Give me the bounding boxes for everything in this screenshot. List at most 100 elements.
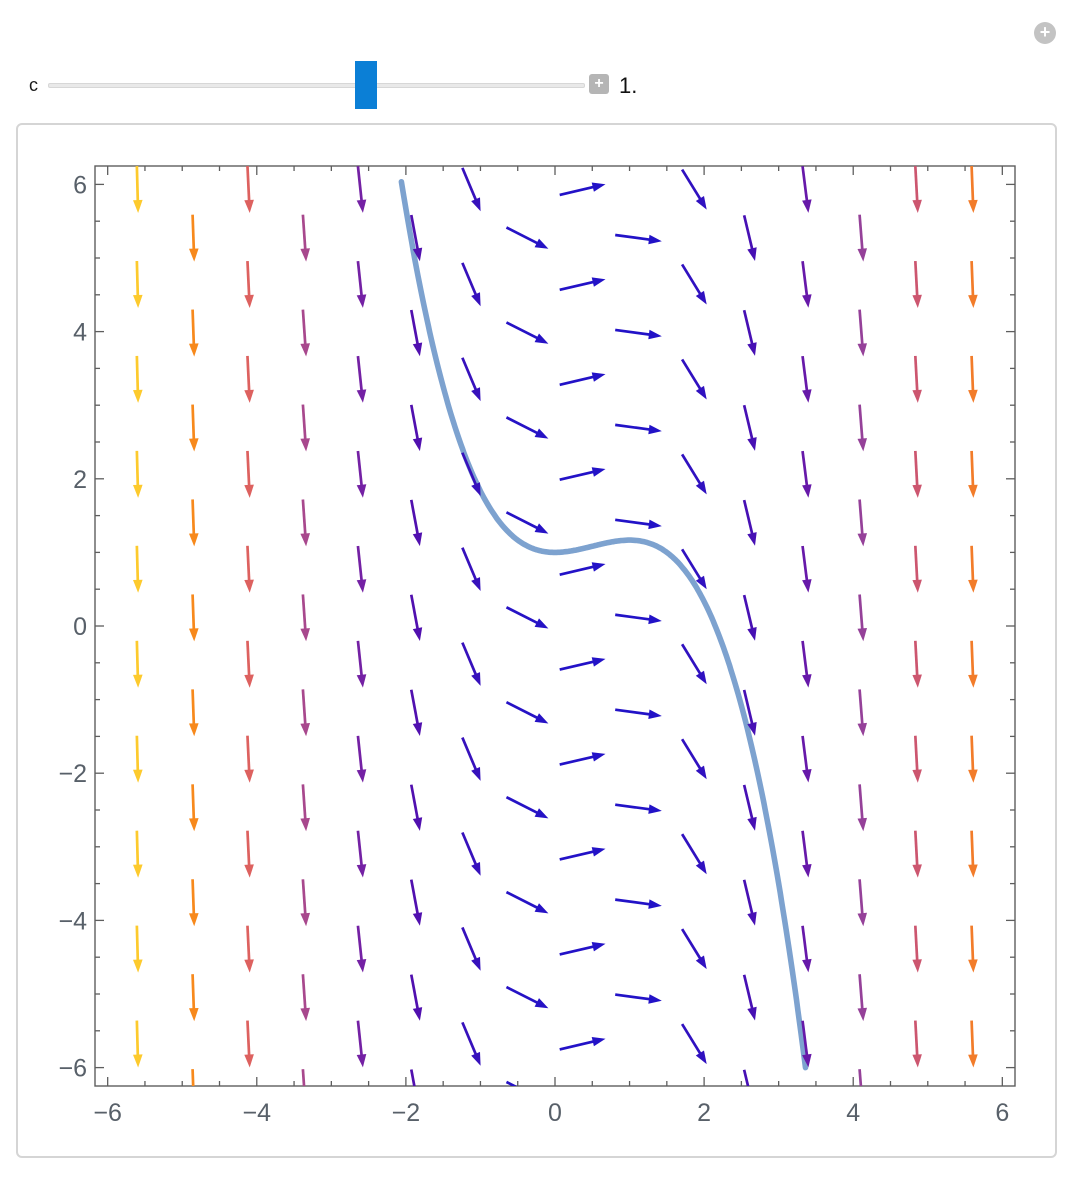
vector-arrow-head [300, 1103, 310, 1116]
vector-arrow-head [591, 562, 606, 572]
vector-arrow-head [747, 816, 757, 831]
vector-arrow-shaft [505, 985, 540, 1005]
vector-arrow-shaft [858, 404, 864, 441]
vector-arrow-shaft [913, 260, 919, 298]
vector-arrow-shaft [356, 260, 364, 298]
vector-arrow-shaft [505, 606, 540, 625]
vector-arrow-head [857, 722, 867, 737]
vector-arrow-shaft [409, 879, 420, 916]
vector-arrow-shaft [913, 166, 919, 203]
vector-arrow-shaft [409, 309, 420, 346]
vector-arrow-head [648, 329, 662, 340]
vector-arrow-shaft [356, 1020, 364, 1057]
vector-arrow-head [534, 428, 549, 439]
y-tick-label: 0 [73, 613, 87, 641]
vector-arrow-shaft [858, 594, 864, 631]
vector-arrow-head [244, 199, 254, 213]
slider-thumb[interactable] [354, 61, 377, 109]
vector-arrow-head [300, 248, 310, 262]
vector-arrow-shaft [505, 321, 540, 340]
vector-arrow-head [648, 804, 662, 814]
vector-arrow-shaft [246, 450, 251, 487]
vector-arrow-head [133, 769, 143, 783]
vector-arrow-head [802, 674, 812, 688]
vector-arrow-head [133, 579, 143, 593]
vector-arrow-head [356, 579, 367, 593]
slider-track[interactable] [48, 61, 585, 109]
vector-arrow-shaft [135, 545, 140, 582]
vector-arrow-shaft [680, 453, 703, 486]
vector-arrow-head [356, 199, 367, 213]
vector-arrow-shaft [680, 643, 703, 676]
x-tick-label: −4 [243, 1099, 272, 1127]
vector-arrow-shaft [913, 925, 919, 962]
vector-arrow-shaft [246, 355, 251, 392]
vector-arrow-head [356, 959, 367, 973]
vector-arrow-shaft [913, 640, 919, 677]
vector-arrow-head [591, 942, 606, 952]
vector-arrow-head [857, 912, 867, 927]
vector-arrow-head [471, 1051, 481, 1066]
vector-arrow-head [802, 389, 812, 403]
vector-arrow-shaft [246, 545, 251, 582]
vector-arrow-shaft [356, 830, 364, 867]
vector-arrow-head [471, 482, 481, 496]
vector-arrow-head [244, 959, 254, 973]
vector-arrow-head [412, 722, 423, 736]
vector-arrow-head [648, 614, 662, 625]
vector-arrow-head [747, 1006, 757, 1021]
vector-arrow-head [912, 769, 922, 783]
vector-arrow-shaft [356, 925, 364, 962]
vector-arrow-head [591, 372, 606, 382]
vector-arrow-shaft [301, 1069, 306, 1086]
vector-arrow-shaft [461, 547, 478, 582]
vector-arrow-shaft [801, 166, 809, 203]
vector-arrow-shaft [135, 355, 140, 392]
vector-arrow-shaft [615, 1089, 651, 1094]
plot-panel-border [16, 123, 1057, 1158]
vector-arrow-shaft [858, 499, 864, 536]
vector-arrow-head [534, 713, 549, 724]
vector-arrow-shaft [970, 355, 975, 392]
vector-arrow-shaft [742, 309, 754, 346]
vector-arrow-head [968, 769, 978, 783]
vector-arrow-shaft [191, 214, 196, 251]
vector-arrow-shaft [801, 450, 809, 487]
vector-arrow-head [912, 389, 922, 403]
x-tick-label: 0 [548, 1099, 562, 1127]
vector-arrow-head [412, 437, 423, 452]
vector-arrow-shaft [970, 830, 975, 867]
vector-arrow-shaft [246, 640, 251, 677]
vector-arrow-shaft [301, 974, 307, 1011]
vector-arrow-head [695, 765, 707, 780]
vector-arrow-shaft [742, 499, 754, 536]
vector-arrow-shaft [970, 925, 975, 962]
vector-arrow-head [968, 1054, 978, 1068]
vector-arrow-head [857, 248, 867, 262]
vector-arrow-head [412, 912, 423, 926]
slider-expand-button[interactable]: + [589, 74, 609, 94]
vector-arrow-shaft [191, 689, 196, 726]
vector-arrow-head [747, 247, 757, 261]
vector-arrow-shaft [135, 1020, 140, 1057]
vector-arrow-head [244, 579, 254, 593]
vector-arrow-head [591, 467, 606, 477]
vector-arrow-shaft [801, 1020, 809, 1057]
vector-arrow-shaft [191, 499, 196, 536]
manipulate-options-button[interactable]: + [1034, 22, 1056, 44]
vector-arrow-shaft [858, 879, 864, 916]
vector-arrow-shaft [559, 565, 596, 576]
vector-arrow-shaft [970, 166, 975, 203]
vector-arrow-shaft [615, 423, 652, 432]
vector-arrow-head [648, 234, 662, 245]
vector-arrow-shaft [742, 594, 754, 631]
vector-arrow-head [802, 769, 812, 783]
vector-arrow-shaft [559, 660, 596, 671]
vector-arrow-head [356, 389, 367, 403]
vector-arrow-shaft [559, 470, 596, 482]
vector-arrow-shaft [913, 355, 919, 392]
vector-arrow-shaft [246, 925, 251, 962]
vector-arrow-shaft [615, 803, 652, 811]
vector-arrow-shaft [301, 784, 307, 821]
